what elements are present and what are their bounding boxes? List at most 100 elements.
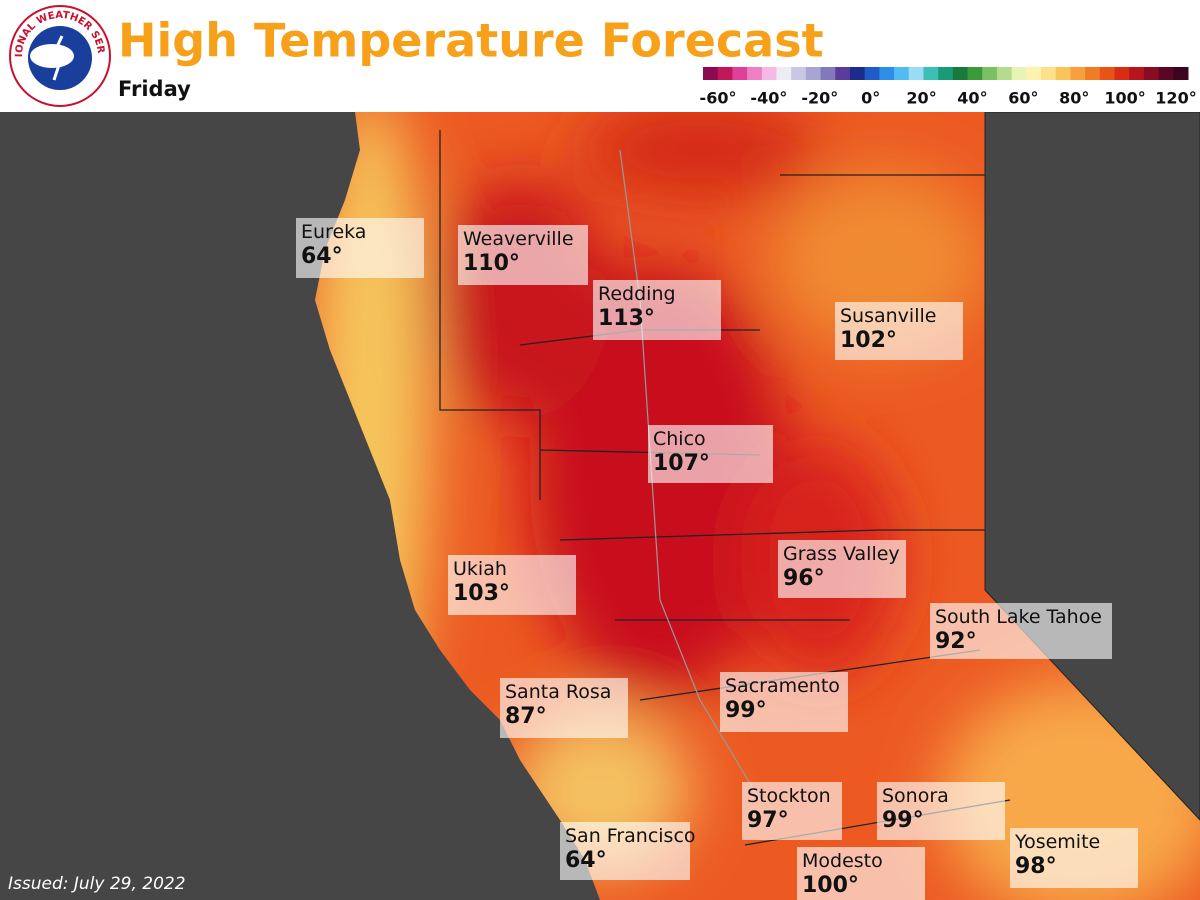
legend-label: 80° bbox=[1059, 89, 1089, 108]
city-name: Ukiah bbox=[453, 558, 507, 580]
legend-swatch bbox=[717, 67, 733, 80]
city-box bbox=[500, 678, 628, 738]
city-box bbox=[593, 280, 721, 340]
legend-swatch bbox=[864, 67, 880, 80]
city-temp: 64° bbox=[301, 244, 343, 269]
city-name: Santa Rosa bbox=[505, 681, 611, 703]
legend-label: -60° bbox=[700, 89, 737, 108]
city-temp: 98° bbox=[1015, 854, 1057, 879]
legend-swatch bbox=[776, 67, 792, 80]
city-box bbox=[877, 782, 1005, 840]
city-name: Grass Valley bbox=[783, 543, 900, 565]
city-box bbox=[797, 847, 925, 900]
city-name: Chico bbox=[653, 428, 706, 450]
legend-swatch bbox=[791, 67, 807, 80]
legend-swatch bbox=[761, 67, 777, 80]
legend-swatch bbox=[1055, 67, 1071, 80]
city-name: Weaverville bbox=[463, 228, 574, 250]
legend-swatch bbox=[982, 67, 998, 80]
city-box bbox=[296, 218, 424, 278]
city-name: South Lake Tahoe bbox=[935, 606, 1102, 628]
city-name: San Francisco bbox=[565, 825, 696, 847]
legend-label: -20° bbox=[801, 89, 838, 108]
legend-swatch bbox=[996, 67, 1013, 80]
city-name: Yosemite bbox=[1014, 831, 1100, 853]
city-name: Sacramento bbox=[725, 675, 840, 697]
city-box bbox=[560, 822, 690, 880]
legend-swatch bbox=[1114, 67, 1130, 80]
legend-swatch bbox=[747, 67, 763, 80]
legend-swatch bbox=[1070, 67, 1086, 80]
city-temp: 99° bbox=[725, 698, 767, 723]
city-temp: 100° bbox=[802, 873, 859, 898]
legend-swatch bbox=[1026, 67, 1042, 80]
city-box bbox=[458, 225, 588, 285]
legend-swatch bbox=[805, 67, 822, 80]
city-temp: 64° bbox=[565, 848, 607, 873]
city-box bbox=[742, 782, 842, 840]
city-temp: 99° bbox=[882, 808, 924, 833]
legend-label: 100° bbox=[1104, 89, 1145, 108]
issued-date: Issued: July 29, 2022 bbox=[8, 874, 186, 894]
legend-label: 120° bbox=[1155, 89, 1196, 108]
city-name: Modesto bbox=[802, 850, 883, 872]
legend-swatch bbox=[952, 67, 969, 80]
legend-swatch bbox=[908, 67, 924, 80]
legend-swatch bbox=[923, 67, 939, 80]
legend-label: 20° bbox=[906, 89, 936, 108]
city-box bbox=[835, 302, 963, 360]
city-temp: 113° bbox=[598, 306, 655, 331]
legend-swatch bbox=[894, 67, 910, 80]
legend-label: 40° bbox=[957, 89, 987, 108]
legend-swatch bbox=[1129, 67, 1145, 80]
city-box bbox=[778, 540, 906, 598]
city-temp: 102° bbox=[840, 328, 897, 353]
city-name: Redding bbox=[598, 283, 676, 305]
city-temp: 110° bbox=[463, 251, 520, 276]
city-temp: 97° bbox=[747, 808, 789, 833]
city-box bbox=[1010, 828, 1138, 888]
header-bar bbox=[0, 0, 1200, 112]
legend-swatch bbox=[1173, 67, 1189, 80]
legend-label: -40° bbox=[750, 89, 787, 108]
legend-swatch bbox=[820, 67, 836, 80]
legend-label: 0° bbox=[861, 89, 880, 108]
city-temp: 87° bbox=[505, 704, 547, 729]
city-box bbox=[448, 555, 576, 615]
legend-swatch bbox=[835, 67, 851, 80]
legend-swatch bbox=[1085, 67, 1101, 80]
city-temp: 107° bbox=[653, 451, 710, 476]
city-name: Stockton bbox=[747, 785, 831, 807]
city-name: Sonora bbox=[882, 785, 949, 807]
city-box bbox=[648, 425, 773, 483]
legend-swatch bbox=[938, 67, 954, 80]
city-temp: 92° bbox=[935, 629, 977, 654]
city-box bbox=[930, 603, 1112, 659]
city-box bbox=[720, 672, 848, 732]
legend-swatch bbox=[967, 67, 983, 80]
legend-swatch bbox=[1011, 67, 1027, 80]
legend-swatch bbox=[1158, 67, 1174, 80]
legend-swatch bbox=[1041, 67, 1057, 80]
legend-label: 60° bbox=[1008, 89, 1038, 108]
city-name: Eureka bbox=[301, 221, 366, 243]
legend-swatch bbox=[1143, 67, 1160, 80]
legend-swatch bbox=[879, 67, 895, 80]
legend-swatch bbox=[1099, 67, 1116, 80]
